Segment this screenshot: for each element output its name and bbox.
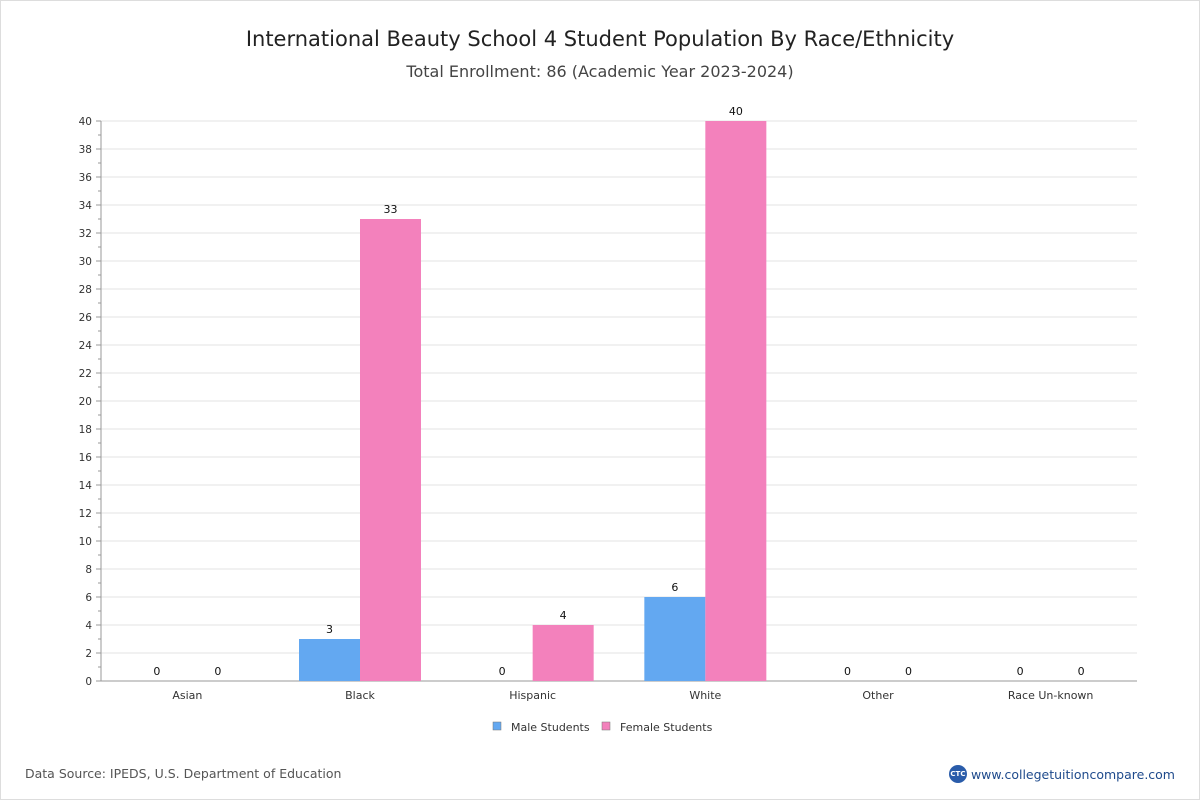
bar-chart: 0246810121416182022242628303234363840Asi… (79, 105, 1137, 734)
legend-label-male: Male Students (511, 721, 590, 734)
x-tick-label: Black (345, 689, 375, 702)
y-tick-label: 16 (79, 452, 93, 464)
y-tick-label: 10 (79, 536, 92, 548)
y-tick-label: 38 (79, 144, 92, 156)
legend-swatch-male (492, 721, 502, 731)
y-tick-label: 24 (79, 340, 93, 352)
x-tick-label: Hispanic (509, 689, 556, 702)
bar-female (360, 219, 421, 681)
y-tick-label: 30 (79, 256, 92, 268)
legend-label-female: Female Students (620, 721, 713, 734)
y-tick-label: 4 (85, 620, 92, 632)
bar-female (705, 121, 767, 681)
chart-title: International Beauty School 4 Student Po… (245, 27, 955, 51)
bar-male (299, 639, 360, 681)
x-tick-label: Race Un-known (1008, 689, 1094, 702)
y-tick-label: 22 (79, 368, 92, 380)
y-tick-label: 2 (85, 648, 92, 660)
y-tick-label: 26 (79, 312, 93, 324)
x-tick-label: Other (862, 689, 894, 702)
data-source-note: Data Source: IPEDS, U.S. Department of E… (25, 766, 342, 781)
y-tick-label: 8 (85, 564, 92, 576)
data-label: 6 (671, 581, 678, 594)
y-tick-label: 40 (79, 116, 92, 128)
data-label: 0 (214, 665, 221, 678)
y-tick-label: 14 (79, 480, 93, 492)
data-label: 0 (1078, 665, 1085, 678)
bar-male (644, 597, 706, 681)
data-label: 40 (729, 105, 743, 118)
chart-subtitle: Total Enrollment: 86 (Academic Year 2023… (406, 62, 794, 81)
data-label: 4 (560, 609, 567, 622)
y-tick-label: 18 (79, 424, 92, 436)
y-tick-label: 12 (79, 508, 92, 520)
data-label: 0 (844, 665, 851, 678)
y-tick-label: 6 (85, 592, 92, 604)
y-tick-label: 36 (79, 172, 93, 184)
data-label: 0 (499, 665, 506, 678)
brand-logo-icon: CTC (948, 765, 967, 783)
data-label: 33 (384, 203, 398, 216)
data-label: 0 (905, 665, 912, 678)
bar-female (532, 625, 594, 681)
y-tick-label: 20 (79, 396, 92, 408)
y-tick-label: 0 (85, 676, 92, 688)
y-tick-label: 32 (79, 228, 92, 240)
y-tick-label: 28 (79, 284, 92, 296)
y-tick-label: 34 (79, 200, 93, 212)
brand-url: www.collegetuitioncompare.com (970, 766, 1175, 782)
x-tick-label: White (689, 689, 721, 702)
x-tick-label: Asian (172, 689, 202, 702)
data-label: 0 (1017, 665, 1024, 678)
legend-swatch-female (601, 721, 611, 731)
data-label: 3 (326, 623, 333, 636)
data-label: 0 (153, 665, 160, 678)
brand-link[interactable]: CTC www.collegetuitioncompare.com (948, 765, 1175, 783)
